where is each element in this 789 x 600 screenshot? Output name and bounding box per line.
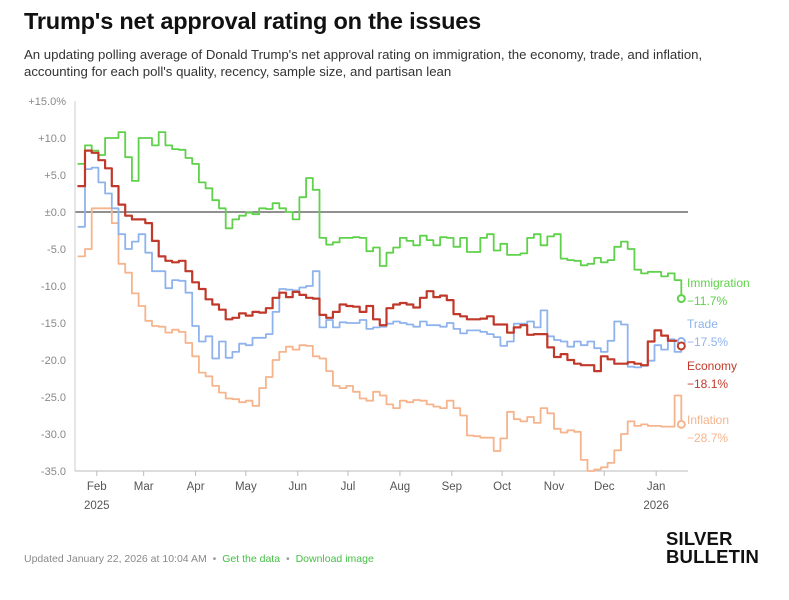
immigration-end-marker xyxy=(676,294,686,304)
x-tick-label: Jun xyxy=(288,481,307,493)
footer-separator: • xyxy=(212,553,217,565)
economy-label: Economy xyxy=(687,359,737,373)
immigration-series-line xyxy=(77,131,683,300)
y-tick-label: -10.0 xyxy=(41,281,66,293)
y-tick-label: +10.0 xyxy=(38,133,66,145)
inflation-value-label: −28.7% xyxy=(687,431,728,445)
page-subtitle: An updating polling average of Donald Tr… xyxy=(24,47,703,79)
y-tick-label: -5.0 xyxy=(47,244,66,256)
y-tick-label: -35.0 xyxy=(41,466,66,478)
footer: Updated January 22, 2026 at 10:04 AM • G… xyxy=(24,553,374,565)
trade-label: Trade xyxy=(687,317,718,331)
economy-value-label: −18.1% xyxy=(687,377,728,391)
y-tick-label: +5.0 xyxy=(44,170,66,182)
y-tick-label: -25.0 xyxy=(41,392,66,404)
x-tick-year-label: 2025 xyxy=(84,500,110,512)
x-tick-label: Jul xyxy=(341,481,356,493)
y-tick-label: -30.0 xyxy=(41,429,66,441)
y-tick-label: -15.0 xyxy=(41,318,66,330)
x-tick-label: Dec xyxy=(594,481,615,493)
x-tick-label: Aug xyxy=(390,481,410,493)
logo-line-2: BULLETIN xyxy=(666,546,760,567)
x-tick-label: Mar xyxy=(134,481,154,493)
y-tick-label: +15.0% xyxy=(28,96,66,108)
trade-series-line xyxy=(77,166,683,369)
economy-end-marker xyxy=(676,341,686,351)
updated-timestamp: Updated January 22, 2026 at 10:04 AM xyxy=(24,553,207,565)
y-tick-label: -20.0 xyxy=(41,355,66,367)
x-tick-label: May xyxy=(235,481,257,493)
footer-separator: • xyxy=(285,553,290,565)
download-image-link[interactable]: Download image xyxy=(295,553,374,565)
x-tick-label: Nov xyxy=(544,481,565,493)
inflation-label: Inflation xyxy=(687,413,729,427)
x-tick-label: Jan xyxy=(647,481,666,493)
immigration-value-label: −11.7% xyxy=(687,294,727,308)
immigration-label: Immigration xyxy=(687,276,750,290)
trade-value-label: −17.5% xyxy=(687,335,728,349)
x-tick-label: Feb xyxy=(87,481,107,493)
inflation-series-line xyxy=(77,207,683,472)
logo-line-1: SILVER xyxy=(666,528,733,549)
page-title: Trump's net approval rating on the issue… xyxy=(24,8,482,34)
y-tick-label: ±0.0 xyxy=(45,207,66,219)
economy-series-line xyxy=(77,149,683,373)
x-tick-label: Apr xyxy=(187,481,205,493)
x-tick-year-label: 2026 xyxy=(643,500,669,512)
inflation-end-marker xyxy=(676,419,686,429)
get-data-link[interactable]: Get the data xyxy=(222,553,281,565)
x-tick-label: Oct xyxy=(493,481,512,493)
silver-bulletin-logo: SILVER BULLETIN xyxy=(666,528,760,567)
x-tick-label: Sep xyxy=(442,481,462,493)
